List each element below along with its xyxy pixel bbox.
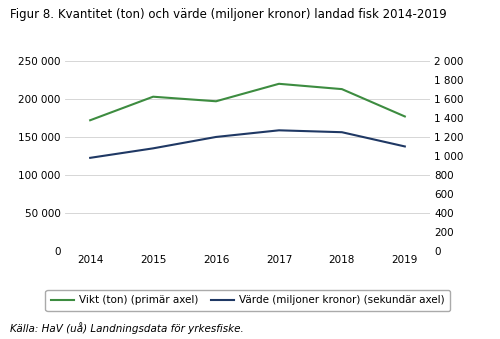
Text: Figur 8.: Figur 8.	[10, 8, 54, 21]
Text: Kvantitet (ton) och värde (miljoner kronor) landad fisk 2014-2019: Kvantitet (ton) och värde (miljoner kron…	[58, 8, 446, 21]
Text: Källa: HaV (uå) Landningsdata för yrkesfiske.: Källa: HaV (uå) Landningsdata för yrkesf…	[10, 322, 244, 334]
Legend: Vikt (ton) (primär axel), Värde (miljoner kronor) (sekundär axel): Vikt (ton) (primär axel), Värde (miljone…	[46, 290, 450, 311]
